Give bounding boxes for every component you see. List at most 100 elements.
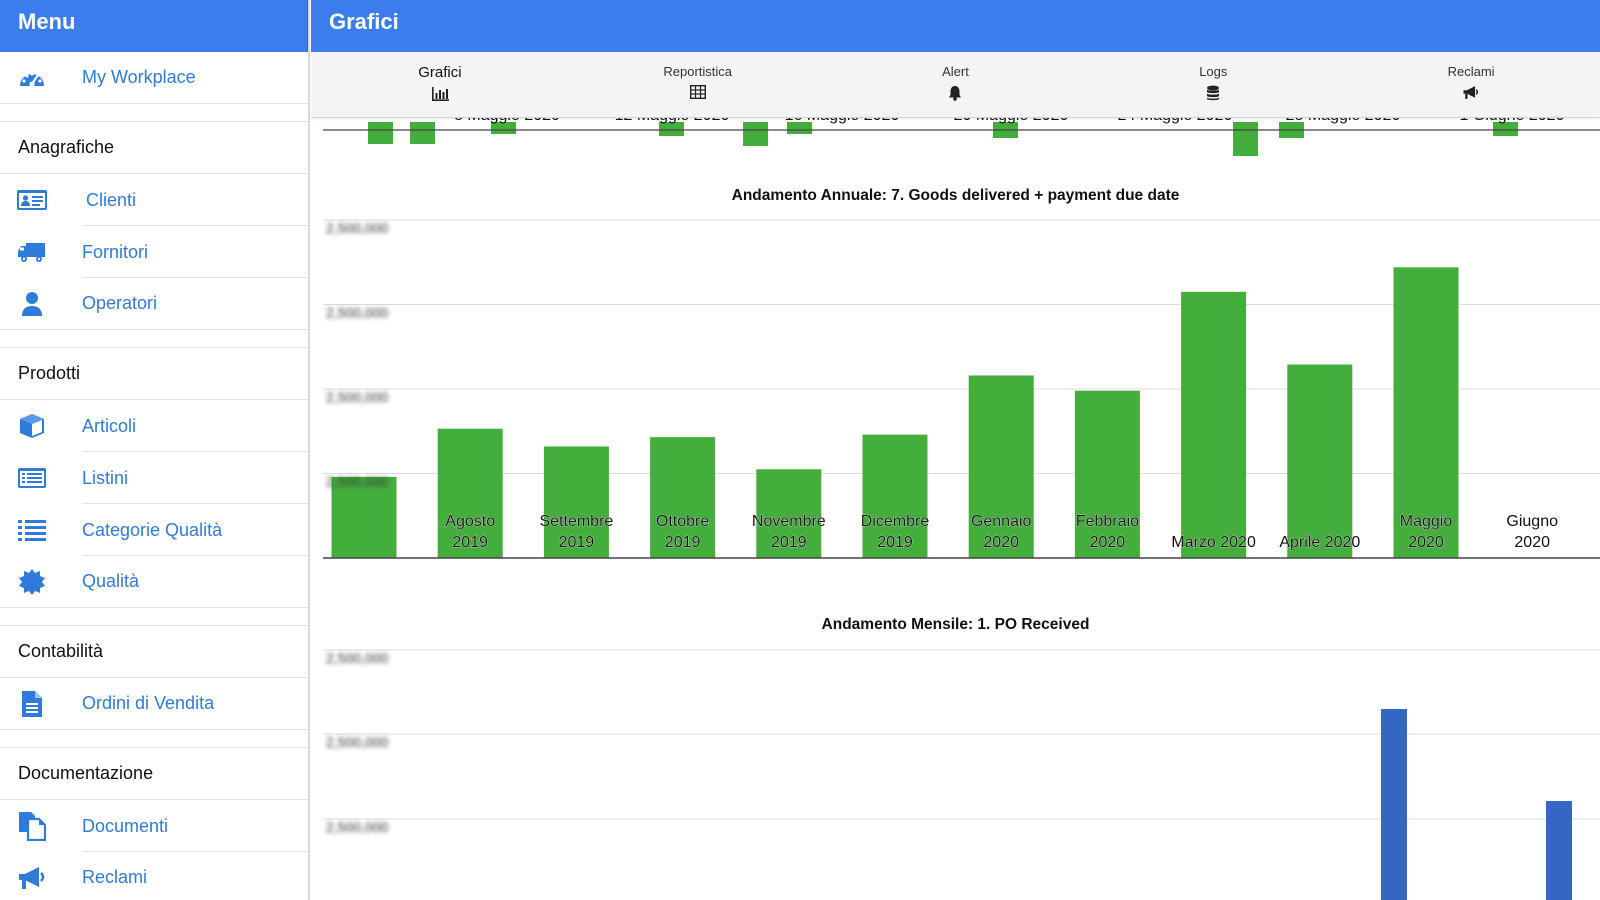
- box-icon: [0, 412, 82, 440]
- bar: [1381, 709, 1407, 900]
- x-tick-label: 2019: [559, 534, 595, 551]
- sidebar-item-clienti[interactable]: Clienti: [0, 174, 308, 226]
- sidebar-item-label: My Workplace: [82, 67, 196, 87]
- y-tick-label: 2,500,000: [326, 389, 388, 405]
- sidebar-title: Menu: [0, 0, 308, 52]
- charts-area: 8 Maggio 202012 Maggio 202016 Maggio 202…: [311, 52, 1600, 900]
- charts-canvas: 8 Maggio 202012 Maggio 202016 Maggio 202…: [323, 107, 1600, 900]
- sidebar-item-fornitori[interactable]: Fornitori: [0, 226, 308, 278]
- x-tick-label: 2019: [665, 534, 701, 551]
- tab-logs[interactable]: Logs: [1084, 52, 1342, 117]
- sidebar-section-documentazione: Documentazione: [0, 748, 308, 800]
- y-tick-label: 2,500,000: [326, 305, 388, 321]
- sidebar-item-reclami[interactable]: Reclami: [0, 852, 308, 900]
- bar: [437, 428, 503, 558]
- bar: [1233, 122, 1258, 156]
- table-icon: [689, 84, 706, 101]
- x-tick-label: Agosto: [445, 513, 495, 530]
- sidebar-section-contabilit-: Contabilità: [0, 626, 308, 678]
- sidebar-section-prodotti: Prodotti: [0, 348, 308, 400]
- database-icon: [1206, 85, 1220, 101]
- sidebar-item-label: Articoli: [82, 415, 137, 436]
- sidebar-item-operatori[interactable]: Operatori: [0, 278, 308, 330]
- bar: [491, 122, 516, 134]
- bar: [756, 469, 822, 558]
- sidebar: Menu My Workplace Anagrafiche Clienti Forni…: [0, 0, 310, 900]
- bar: [1287, 364, 1353, 558]
- bar: [368, 122, 393, 144]
- copy-icon: [0, 811, 82, 841]
- y-tick-label: 2,500,000: [326, 220, 388, 236]
- sidebar-divider: [0, 730, 308, 748]
- x-tick-label: 2019: [877, 534, 913, 551]
- sidebar-item-label: Operatori: [82, 293, 158, 313]
- x-tick-label: Novembre: [752, 513, 826, 530]
- x-tick-label: 2019: [771, 534, 807, 551]
- bullhorn-icon: [1462, 85, 1480, 101]
- bar: [1493, 122, 1518, 136]
- x-tick-label: Giugno: [1506, 513, 1558, 530]
- sidebar-item-label: Clienti: [86, 189, 137, 210]
- bar: [410, 122, 435, 144]
- tab-bar: Grafici Reportistica Alert Logs Reclami: [311, 52, 1600, 118]
- truck-icon: [0, 240, 82, 264]
- y-tick-label: 2,500,000: [326, 650, 388, 666]
- bar: [1074, 390, 1140, 558]
- id-card-icon: [0, 188, 82, 212]
- sidebar-item-categorie-qualit[interactable]: Categorie Qualità: [0, 504, 308, 556]
- sidebar-menu: My Workplace Anagrafiche Clienti Fornitori O…: [0, 52, 308, 900]
- tab-label: Reclami: [1447, 64, 1495, 79]
- x-tick-label: Dicembre: [861, 513, 930, 530]
- sidebar-item-label: Categorie Qualità: [82, 519, 223, 540]
- sidebar-item-my-workplace[interactable]: My Workplace: [0, 52, 308, 104]
- tab-reportistica[interactable]: Reportistica: [569, 52, 827, 117]
- sidebar-item-label: Documenti: [82, 815, 169, 836]
- x-tick-label: Aprile 2020: [1279, 534, 1360, 551]
- bar: [659, 122, 684, 136]
- certificate-icon: [0, 568, 82, 596]
- sidebar-item-articoli[interactable]: Articoli: [0, 400, 308, 452]
- bell-icon: [947, 85, 963, 101]
- sidebar-item-label: Reclami: [82, 867, 148, 887]
- file-icon: [0, 690, 82, 718]
- sidebar-item-qualit[interactable]: Qualità: [0, 556, 308, 608]
- x-tick-label: 2019: [452, 534, 488, 551]
- sidebar-item-label: Ordini di Vendita: [82, 693, 215, 713]
- x-tick-label: Gennaio: [971, 513, 1032, 530]
- bar: [1181, 291, 1247, 558]
- x-tick-label: 2020: [983, 534, 1019, 551]
- bar: [1393, 267, 1459, 558]
- sidebar-item-documenti[interactable]: Documenti: [0, 800, 308, 852]
- x-tick-label: Ottobre: [656, 513, 709, 530]
- bar: [862, 434, 928, 558]
- chart-title-monthly: Andamento Mensile: 1. PO Received: [821, 616, 1090, 633]
- tab-label: Reportistica: [663, 64, 733, 79]
- y-tick-label: 2,500,000: [326, 734, 388, 750]
- x-tick-label: Settembre: [539, 513, 613, 530]
- tab-reclami[interactable]: Reclami: [1342, 52, 1600, 117]
- x-tick-label: 2020: [1090, 534, 1126, 551]
- tab-alert[interactable]: Alert: [827, 52, 1085, 117]
- x-tick-label: 2020: [1514, 534, 1550, 551]
- bar: [543, 446, 609, 558]
- bar: [650, 437, 716, 558]
- dashboard-icon: [0, 66, 82, 90]
- bar: [787, 122, 812, 134]
- sidebar-divider: [0, 104, 308, 122]
- sidebar-item-listini[interactable]: Listini: [0, 452, 308, 504]
- sidebar-item-ordini-di-vendita[interactable]: Ordini di Vendita: [0, 678, 308, 730]
- x-tick-label: Maggio: [1400, 513, 1453, 530]
- list-icon: [0, 518, 82, 542]
- y-tick-label: 2,500,000: [326, 474, 388, 490]
- chart-title-annual: Andamento Annuale: 7. Goods delivered + …: [731, 187, 1180, 204]
- sidebar-divider: [0, 330, 308, 348]
- x-tick-label: 2020: [1408, 534, 1444, 551]
- bar: [331, 476, 397, 558]
- bullhorn-icon: [0, 865, 82, 891]
- page-title: Grafici: [311, 0, 1600, 52]
- sidebar-item-label: Listini: [82, 467, 129, 488]
- tab-grafici[interactable]: Grafici: [311, 52, 569, 117]
- bar: [1546, 801, 1572, 900]
- list-alt-icon: [0, 466, 82, 490]
- main-panel: Grafici Grafici Reportistica Alert Logs Recl…: [311, 0, 1600, 900]
